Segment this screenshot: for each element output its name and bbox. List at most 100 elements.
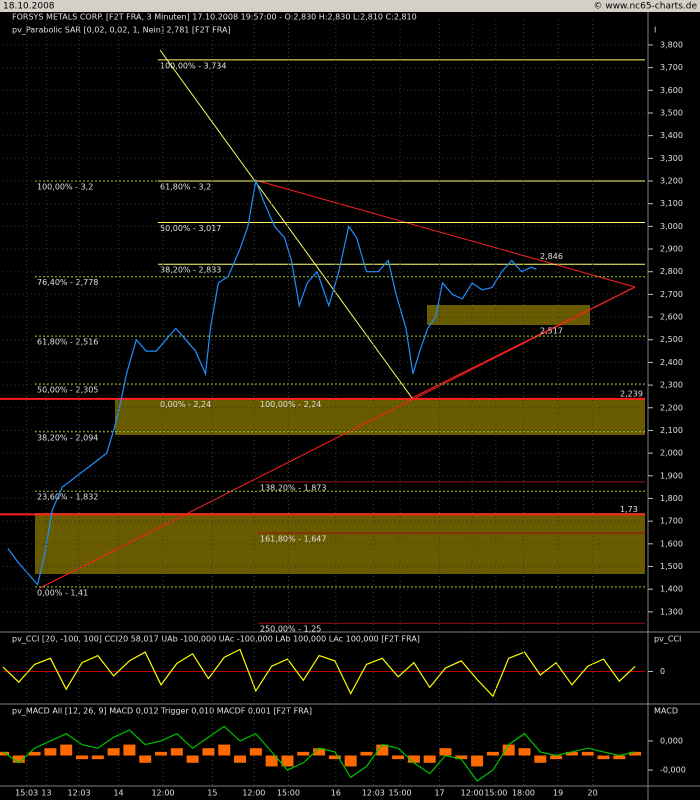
x-tick-label: 19 xyxy=(553,789,563,798)
series-line xyxy=(7,178,537,586)
y-tick-label: 2,000 xyxy=(660,449,683,458)
x-tick-label: 12:03 xyxy=(362,789,385,798)
histogram-bar xyxy=(60,744,73,756)
trend-line xyxy=(39,286,636,589)
y-tick-label: 2,900 xyxy=(660,245,683,254)
fib-label: 0,00% - 2,24 xyxy=(160,400,211,409)
y-tick-label: 1,800 xyxy=(660,494,683,503)
zone xyxy=(35,513,645,574)
fib-label: 100,00% - 3,734 xyxy=(160,61,226,70)
marker-label: 2,517 xyxy=(540,326,563,335)
histogram-bar xyxy=(629,751,642,756)
y-tick-label: 1,300 xyxy=(660,607,683,616)
fib-label: 38,20% - 2,833 xyxy=(160,266,221,275)
histogram-bar xyxy=(281,755,294,767)
axis-label: MACD xyxy=(654,707,678,716)
histogram-bar xyxy=(455,755,468,760)
marker-label: 2,846 xyxy=(540,252,563,261)
y-tick-label: 0,000 xyxy=(660,736,683,745)
fib-label: 0,00% - 1,41 xyxy=(37,588,88,597)
fib-label: 38,20% - 2,094 xyxy=(37,433,98,442)
indicator-title: pv_MACD All [12, 26, 9] MACD 0,012 Trigg… xyxy=(12,707,312,716)
x-tick-label: 16 xyxy=(331,789,341,798)
histogram-bar xyxy=(107,748,120,756)
trend-line xyxy=(159,49,413,399)
indicator-title: pv_CCI [20, -100, 100] CCI20 58,017 UAb … xyxy=(12,635,420,644)
histogram-bar xyxy=(234,755,247,763)
y-tick-label: 2,800 xyxy=(660,267,683,276)
y-tick-label: 3,400 xyxy=(660,131,683,140)
fib-label: 61,80% - 2,516 xyxy=(37,338,98,347)
x-tick-label: 17 xyxy=(434,789,444,798)
date: 18.10.2008 xyxy=(3,2,55,12)
y-tick-label: 1,700 xyxy=(660,517,683,526)
series-line xyxy=(2,648,636,698)
x-tick-label: 15:03 xyxy=(15,789,38,798)
histogram-bar xyxy=(518,748,531,756)
fib-label: 100,00% - 2,24 xyxy=(260,400,321,409)
histogram-bar xyxy=(28,751,41,756)
y-tick-label: 3,800 xyxy=(660,40,683,49)
histogram-bar xyxy=(139,755,152,763)
trend-line xyxy=(254,179,636,288)
fib-label: 50,00% - 3,017 xyxy=(160,224,221,233)
chart-title: FORSYS METALS CORP. [F2T FRA, 3 Minuten]… xyxy=(12,13,417,22)
x-tick-label: 15 xyxy=(207,789,217,798)
histogram-bar xyxy=(265,755,278,767)
y-tick-label: 1,400 xyxy=(660,585,683,594)
x-tick-label: 13 xyxy=(41,789,51,798)
y-tick-label: 2,600 xyxy=(660,313,683,322)
indicator-title: pv_Parabolic SAR [0,02, 0,02, 1, Nein] 2… xyxy=(12,26,231,35)
x-tick-label: 12:03 xyxy=(68,789,91,798)
histogram-bar xyxy=(202,748,215,756)
x-tick-label: 18:00 xyxy=(512,789,535,798)
marker-label: 1,73 xyxy=(620,505,638,514)
x-tick-label: 14 xyxy=(113,789,123,798)
fib-label: 61,80% - 3,2 xyxy=(160,183,211,192)
fib-label: 138,20% - 1,873 xyxy=(260,483,326,492)
y-tick-label: 3,300 xyxy=(660,154,683,163)
trend-line xyxy=(411,286,636,399)
y-tick-label: 3,600 xyxy=(660,86,683,95)
histogram-bar xyxy=(360,751,373,756)
histogram-bar xyxy=(344,755,357,767)
histogram-bar xyxy=(297,751,310,756)
y-tick-label: 2,100 xyxy=(660,426,683,435)
series-line xyxy=(2,725,636,782)
histogram-bar xyxy=(613,755,626,760)
histogram-bar xyxy=(581,751,594,756)
histogram-bar xyxy=(218,744,231,756)
histogram-bar xyxy=(502,744,515,756)
histogram-bar xyxy=(170,748,183,756)
x-tick-label: 12:00 xyxy=(242,789,265,798)
y-tick-label: 1,500 xyxy=(660,562,683,571)
histogram-bar xyxy=(44,748,57,756)
histogram-bar xyxy=(597,755,610,760)
x-tick-label: 15:00 xyxy=(277,789,300,798)
fib-label: 23,60% - 1,832 xyxy=(37,493,98,502)
x-tick-label: 20 xyxy=(588,789,598,798)
y-tick-label: 3,500 xyxy=(660,108,683,117)
fib-label: 50,00% - 2,305 xyxy=(37,385,98,394)
histogram-bar xyxy=(565,751,578,756)
axis-label: I xyxy=(654,26,656,35)
x-tick-label: 15:00 xyxy=(389,789,412,798)
y-tick-label: 3,000 xyxy=(660,222,683,231)
header-bar xyxy=(0,0,700,12)
histogram-bar xyxy=(328,755,341,760)
y-tick-label: 3,100 xyxy=(660,199,683,208)
histogram-bar xyxy=(0,751,9,756)
y-tick-label: 3,200 xyxy=(660,177,683,186)
y-tick-label: 1,900 xyxy=(660,471,683,480)
y-tick-label: 3,700 xyxy=(660,63,683,72)
histogram-bar xyxy=(155,751,168,756)
fib-label: 250,00% - 1,25 xyxy=(260,625,321,634)
histogram-bar xyxy=(550,755,563,760)
histogram-bar xyxy=(439,748,452,756)
histogram-bar xyxy=(12,755,25,763)
histogram-bar xyxy=(91,755,104,760)
y-tick-label: 2,400 xyxy=(660,358,683,367)
fib-label: 76,40% - 2,778 xyxy=(37,278,98,287)
x-tick-label: 12:00 xyxy=(151,789,174,798)
